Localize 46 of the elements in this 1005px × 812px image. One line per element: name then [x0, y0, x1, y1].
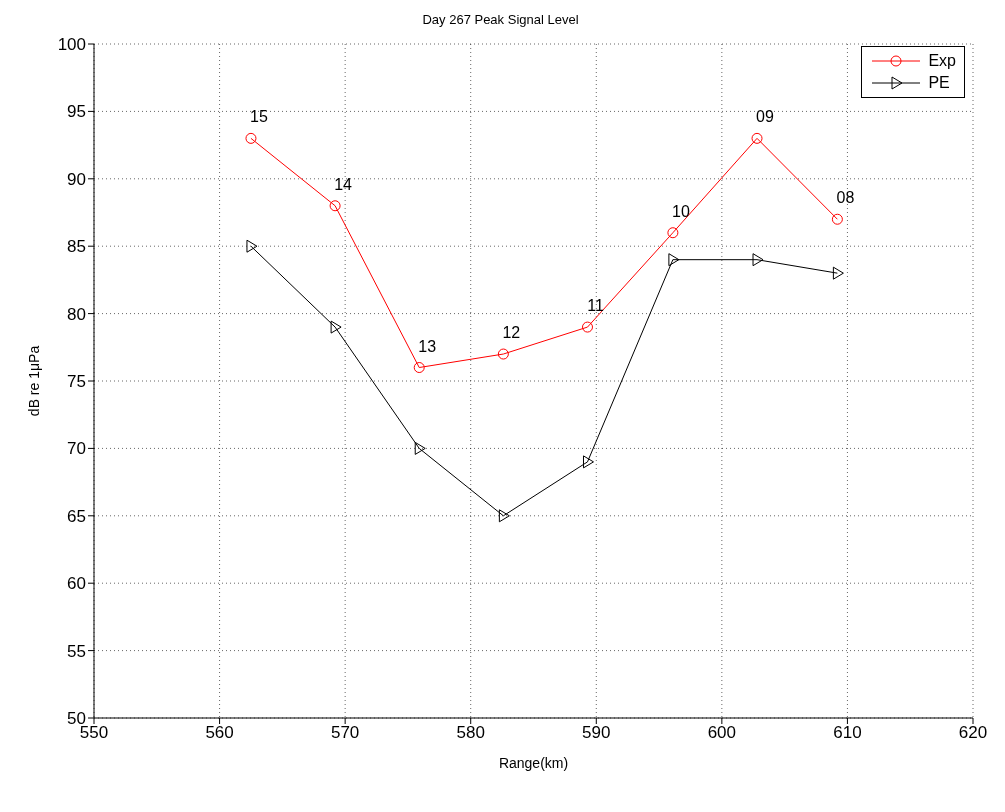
x-tick-label: 570 — [330, 723, 360, 743]
point — [668, 253, 680, 267]
y-axis-title: dB re 1μPa — [25, 345, 42, 417]
x-tick-label: 600 — [707, 723, 737, 743]
annotation: 15 — [250, 108, 268, 126]
annotation: 10 — [671, 202, 690, 220]
chart-title: Day 267 Peak Signal Level — [421, 12, 580, 27]
annotation: 09 — [756, 108, 775, 126]
y-tick-label: 85 — [67, 237, 86, 257]
x-axis-title: Range(km) — [498, 755, 569, 771]
point — [330, 320, 342, 334]
y-tick-label: 60 — [67, 574, 86, 594]
annotation: 14 — [334, 175, 353, 193]
point — [752, 253, 764, 267]
x-tick-label: 610 — [833, 723, 862, 743]
annotation: 11 — [587, 297, 604, 315]
annotation: 08 — [836, 189, 855, 207]
point — [831, 213, 843, 225]
y-tick-label: 95 — [67, 102, 86, 122]
legend-label: PE — [928, 74, 950, 92]
point — [246, 239, 258, 253]
x-tick-label: 560 — [205, 723, 234, 743]
point — [583, 455, 594, 469]
point — [414, 441, 426, 455]
annotation: 12 — [502, 324, 521, 342]
x-tick-label: 590 — [582, 723, 611, 743]
point — [329, 200, 341, 212]
point — [832, 266, 844, 280]
point — [751, 132, 763, 144]
y-tick-label: 70 — [67, 439, 86, 459]
point — [245, 132, 257, 144]
x-tick-label: 580 — [456, 723, 485, 743]
point — [582, 321, 593, 333]
point — [667, 227, 679, 239]
legend-label: Exp — [928, 52, 956, 70]
point — [498, 509, 510, 523]
y-tick-label: 75 — [67, 372, 86, 392]
y-tick-label: 55 — [67, 641, 86, 661]
x-tick-label: 620 — [958, 723, 988, 743]
point — [413, 362, 425, 374]
y-tick-label: 90 — [67, 169, 86, 189]
y-tick-label: 80 — [67, 304, 86, 324]
y-tick-label: 100 — [57, 35, 86, 55]
point — [497, 348, 509, 360]
annotation: 13 — [418, 337, 437, 355]
y-tick-label: 65 — [67, 506, 86, 526]
